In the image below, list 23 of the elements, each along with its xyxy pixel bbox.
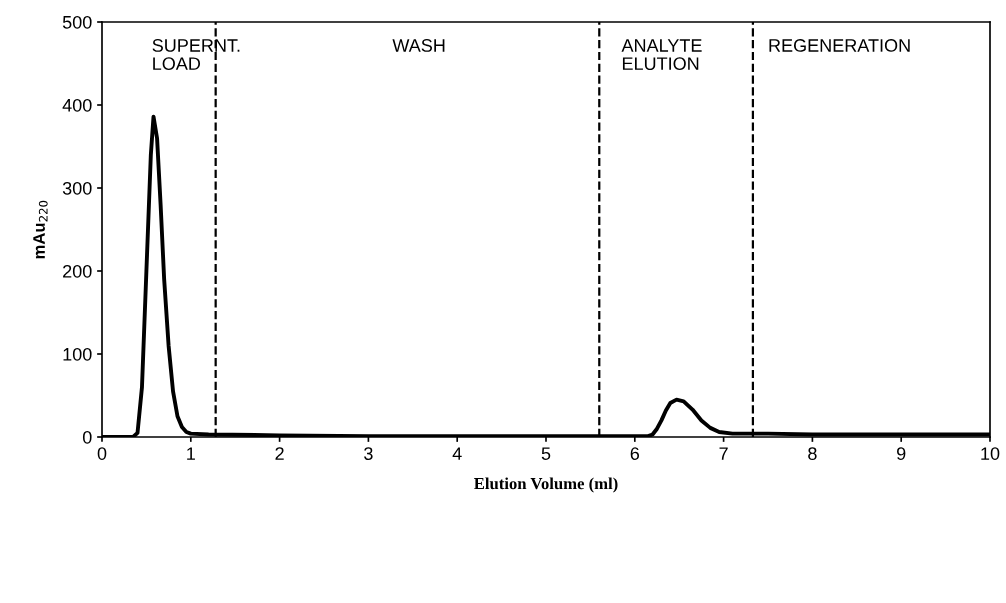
annotation: ANALYTE ELUTION xyxy=(621,39,702,70)
x-tick-label: 4 xyxy=(452,447,462,460)
x-tick-label: 5 xyxy=(541,447,551,460)
y-axis-title: mAu$_{220}$ xyxy=(33,200,48,259)
annotation: SUPERNT. LOAD xyxy=(152,39,240,70)
x-tick-label: 7 xyxy=(719,447,728,460)
annotation: REGENERATION xyxy=(769,39,910,52)
y-tick-label: 400 xyxy=(62,98,92,112)
x-tick-label: 3 xyxy=(364,447,373,460)
x-tick-label: 9 xyxy=(897,447,906,460)
y-tick-label: 200 xyxy=(63,264,92,278)
annotation: WASH xyxy=(392,39,445,52)
x-tick-label: 8 xyxy=(808,447,817,460)
x-axis-title: Elution Volume (ml) xyxy=(474,477,618,493)
x-tick-label: 1 xyxy=(187,447,195,460)
x-tick-label: 6 xyxy=(630,447,640,460)
y-tick-label: 0 xyxy=(82,430,92,444)
y-tick-label: 100 xyxy=(63,347,92,361)
x-tick-label: 10 xyxy=(981,447,1000,460)
x-tick-label: 2 xyxy=(275,447,284,460)
x-tick-label: 0 xyxy=(97,447,107,460)
y-tick-label: 300 xyxy=(62,181,92,195)
y-tick-label: 500 xyxy=(62,15,92,29)
